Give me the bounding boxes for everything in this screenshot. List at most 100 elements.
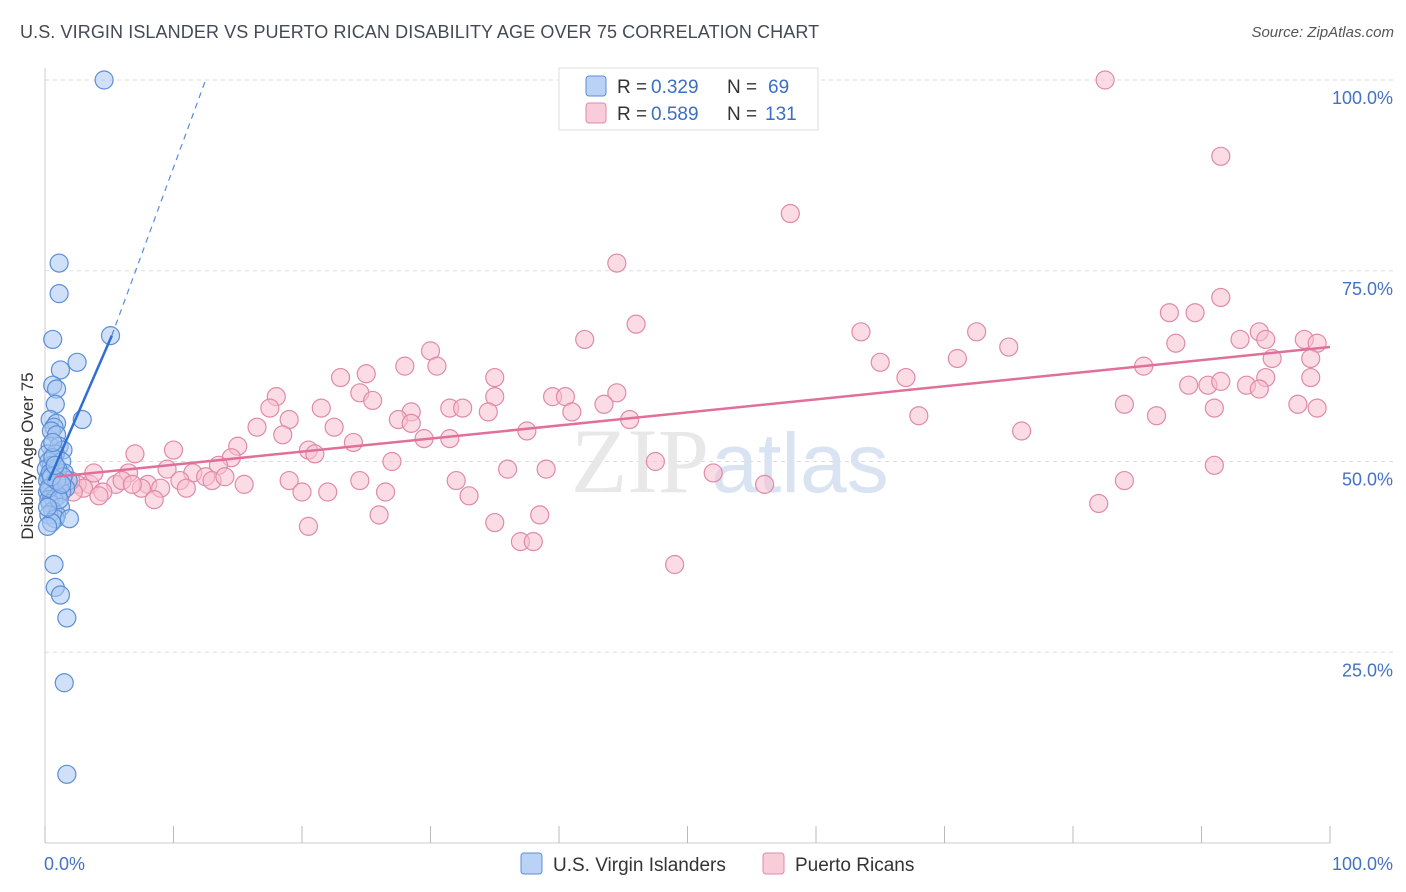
trend-line-puerto-ricans [55, 345, 1331, 479]
series-puerto-ricans [50, 70, 1327, 575]
y-tick-label-2: 75.0% [1342, 279, 1393, 299]
virgin-islander-point-53 [50, 585, 71, 605]
trend-line-virgin-islanders [47, 335, 113, 482]
puerto-rican-point-7 [626, 314, 646, 334]
virgin-islander-point-3 [43, 329, 63, 350]
puerto-rican-point-34 [1211, 371, 1231, 391]
puerto-rican-point-32 [1179, 375, 1199, 395]
puerto-rican-point-110 [318, 482, 338, 502]
legend: R = 0.329 N = 69 R = 0.589 N = 131 [558, 67, 819, 131]
puerto-rican-point-49 [311, 398, 331, 418]
puerto-rican-point-57 [909, 406, 929, 426]
puerto-rican-point-101 [234, 474, 254, 494]
puerto-rican-point-37 [607, 383, 627, 403]
virgin-islander-point-51 [44, 554, 64, 575]
legend-swatch-pink [585, 102, 607, 124]
puerto-rican-point-78 [382, 451, 402, 472]
puerto-rican-point-42 [363, 390, 383, 411]
puerto-rican-point-17 [1166, 333, 1186, 353]
puerto-rican-point-79 [498, 459, 518, 479]
puerto-rican-point-88 [279, 470, 299, 491]
puerto-rican-point-116 [369, 505, 389, 525]
puerto-rican-point-24 [395, 356, 415, 376]
puerto-rican-point-27 [485, 367, 505, 388]
puerto-rican-point-73 [305, 444, 325, 464]
puerto-rican-point-6 [1185, 303, 1205, 323]
puerto-rican-point-31 [896, 367, 916, 388]
puerto-rican-point-115 [122, 474, 142, 494]
tick-labels: 25.0% 50.0% 75.0% 100.0% 0.0% 100.0% [44, 88, 1393, 874]
virgin-islander-point-0 [94, 70, 114, 90]
puerto-rican-point-13 [1256, 329, 1276, 350]
puerto-rican-point-80 [536, 459, 556, 479]
legend-r-label-1: R = [617, 77, 647, 98]
puerto-rican-point-19 [947, 348, 967, 369]
puerto-rican-point-61 [401, 413, 421, 433]
puerto-rican-point-109 [292, 482, 312, 502]
puerto-rican-point-30 [330, 367, 351, 388]
puerto-rican-point-71 [163, 440, 184, 460]
bottom-legend-label-1: U.S. Virgin Islanders [553, 855, 726, 876]
puerto-rican-point-119 [298, 516, 319, 536]
trend-lines [47, 79, 1331, 482]
puerto-rican-point-52 [478, 402, 498, 422]
legend-n-label-2: N = [727, 104, 757, 125]
y-tick-label-3: 100.0% [1332, 88, 1393, 108]
virgin-islander-point-66 [43, 432, 63, 453]
puerto-rican-point-26 [356, 364, 376, 384]
virgin-islander-point-65 [37, 497, 58, 517]
puerto-rican-point-66 [1011, 421, 1032, 441]
puerto-rican-point-65 [517, 421, 537, 441]
puerto-rican-point-76 [645, 451, 665, 472]
puerto-rican-point-1 [1211, 146, 1231, 166]
puerto-rican-point-47 [1307, 398, 1327, 418]
x-tick-label-0: 0.0% [44, 854, 85, 874]
puerto-rican-point-46 [1288, 394, 1308, 414]
x-tick-label-1: 100.0% [1332, 854, 1393, 874]
puerto-rican-point-2 [780, 203, 800, 224]
puerto-rican-point-9 [967, 322, 987, 342]
puerto-rican-point-22 [870, 352, 890, 372]
virgin-islander-point-6 [50, 360, 71, 380]
puerto-rican-point-91 [754, 474, 775, 494]
legend-n-label-1: N = [727, 77, 757, 98]
puerto-rican-point-68 [440, 429, 460, 449]
puerto-rican-point-56 [1146, 406, 1167, 426]
puerto-rican-point-11 [575, 329, 595, 350]
puerto-rican-point-51 [453, 398, 473, 418]
legend-r-value-1: 0.329 [651, 77, 699, 98]
puerto-rican-point-54 [562, 402, 582, 422]
puerto-rican-point-12 [1230, 329, 1250, 350]
puerto-rican-point-25 [427, 356, 447, 376]
puerto-rican-point-29 [1301, 367, 1321, 388]
puerto-rican-point-124 [215, 467, 235, 487]
watermark: ZIP atlas [571, 410, 889, 512]
virgin-islander-point-1 [49, 253, 69, 273]
puerto-rican-point-62 [247, 417, 267, 437]
puerto-rican-point-112 [459, 486, 479, 506]
puerto-rican-point-55 [1204, 398, 1224, 418]
puerto-rican-point-123 [1089, 493, 1109, 514]
puerto-rican-point-122 [665, 554, 685, 575]
puerto-rican-point-36 [1249, 379, 1269, 399]
y-tick-label-0: 25.0% [1342, 660, 1393, 680]
legend-r-label-2: R = [617, 104, 647, 125]
puerto-rican-point-102 [176, 478, 196, 498]
puerto-rican-point-44 [594, 394, 614, 414]
puerto-rican-point-113 [144, 490, 164, 510]
puerto-rican-point-82 [1204, 455, 1224, 475]
series-us-virgin-islanders [36, 70, 121, 784]
puerto-rican-point-89 [350, 470, 370, 491]
puerto-rican-point-69 [343, 432, 363, 453]
virgin-islander-point-56 [57, 764, 77, 784]
virgin-islander-point-55 [54, 673, 74, 693]
puerto-rican-point-16 [999, 337, 1019, 357]
puerto-rican-point-118 [485, 512, 505, 533]
virgin-islander-point-2 [49, 284, 69, 304]
legend-n-value-1: 69 [768, 77, 789, 98]
legend-r-value-2: 0.589 [651, 104, 699, 125]
puerto-rican-point-111 [375, 482, 396, 502]
trend-line-virgin-islanders-extension [111, 79, 207, 336]
puerto-rican-point-92 [1114, 470, 1135, 491]
